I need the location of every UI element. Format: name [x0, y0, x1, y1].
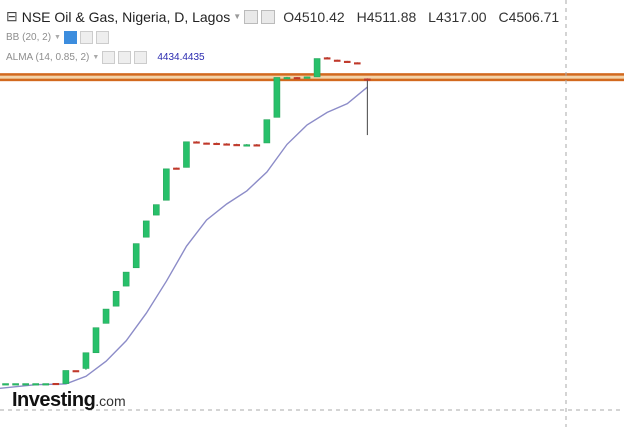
candle-body — [293, 77, 301, 80]
close-value: 4506.71 — [508, 8, 560, 25]
candle-body — [2, 383, 9, 386]
candle-body — [203, 142, 210, 145]
candle-body — [364, 78, 371, 81]
bb-label: BB (20, 2) — [6, 32, 52, 43]
alma-value: 4434.4435 — [157, 52, 205, 63]
caret-down-icon[interactable]: ▼ — [92, 54, 100, 61]
settings-icon[interactable] — [79, 31, 93, 44]
candle-body — [163, 168, 170, 201]
alma-line — [0, 86, 368, 390]
candle-body — [263, 119, 271, 144]
candle-body — [253, 144, 261, 147]
candle-body — [32, 383, 40, 386]
candle-body — [112, 291, 120, 307]
candle-body — [52, 382, 60, 386]
candle-body — [12, 383, 19, 386]
symbol-title[interactable]: NSE Oil & Gas, Nigeria, D, Lagos — [21, 8, 231, 25]
close-icon[interactable] — [134, 51, 148, 64]
candle-body — [42, 383, 50, 386]
candle-body — [283, 77, 291, 80]
candle-body — [173, 167, 180, 170]
candle-body — [223, 143, 230, 146]
chart-legend: ⊟ NSE Oil & Gas, Nigeria, D, Lagos ▼ O45… — [6, 8, 567, 25]
low-key: L — [428, 8, 436, 25]
candle-body — [233, 144, 240, 147]
brand-domain: .com — [95, 393, 126, 409]
alma-label: ALMA (14, 0.85, 2) — [6, 52, 90, 63]
eye-icon[interactable] — [63, 31, 77, 44]
candle-body — [72, 370, 80, 373]
investing-logo: Investing.com — [12, 389, 126, 412]
caret-down-icon[interactable]: ▼ — [233, 12, 242, 21]
candle-body — [142, 220, 150, 238]
open-key: O — [283, 8, 295, 25]
open-value: 4510.42 — [294, 8, 345, 25]
ohlc-values: O4510.42 H4511.88 L4317.00 C4506.71 — [283, 9, 567, 25]
close-icon[interactable] — [95, 31, 109, 44]
high-value: 4511.88 — [366, 8, 417, 25]
candle-body — [153, 204, 160, 216]
brand-name: Investing — [12, 389, 96, 411]
close-icon[interactable] — [261, 9, 276, 24]
candle-body — [183, 141, 190, 168]
candle-body — [313, 58, 321, 78]
candle-body — [122, 271, 130, 287]
candle-body — [132, 243, 140, 269]
candle-body — [62, 370, 70, 384]
candle-body — [22, 383, 29, 386]
settings-icon[interactable] — [118, 51, 132, 64]
candle-body — [303, 76, 311, 79]
candle-body — [193, 141, 200, 144]
high-key: H — [356, 8, 367, 25]
candle-body — [353, 62, 361, 65]
indicator-bb[interactable]: BB (20, 2) ▼ — [6, 31, 109, 44]
settings-icon[interactable] — [244, 9, 259, 24]
candle-body — [343, 60, 351, 63]
candle-body — [243, 144, 251, 147]
resistance-band-center — [0, 75, 624, 79]
low-value: 4317.00 — [435, 8, 487, 25]
candle-body — [213, 142, 220, 146]
collapse-icon[interactable]: ⊟ — [6, 8, 18, 24]
caret-down-icon[interactable]: ▼ — [54, 34, 61, 41]
close-key: C — [498, 8, 509, 25]
candle-body — [92, 327, 100, 354]
candle-body — [323, 57, 331, 60]
eye-icon[interactable] — [102, 51, 116, 64]
candle-body — [82, 352, 90, 369]
candle-body — [333, 59, 341, 62]
candle-body — [273, 77, 281, 118]
candle-body — [102, 308, 110, 324]
indicator-alma[interactable]: ALMA (14, 0.85, 2) ▼ 4434.4435 — [6, 51, 205, 64]
